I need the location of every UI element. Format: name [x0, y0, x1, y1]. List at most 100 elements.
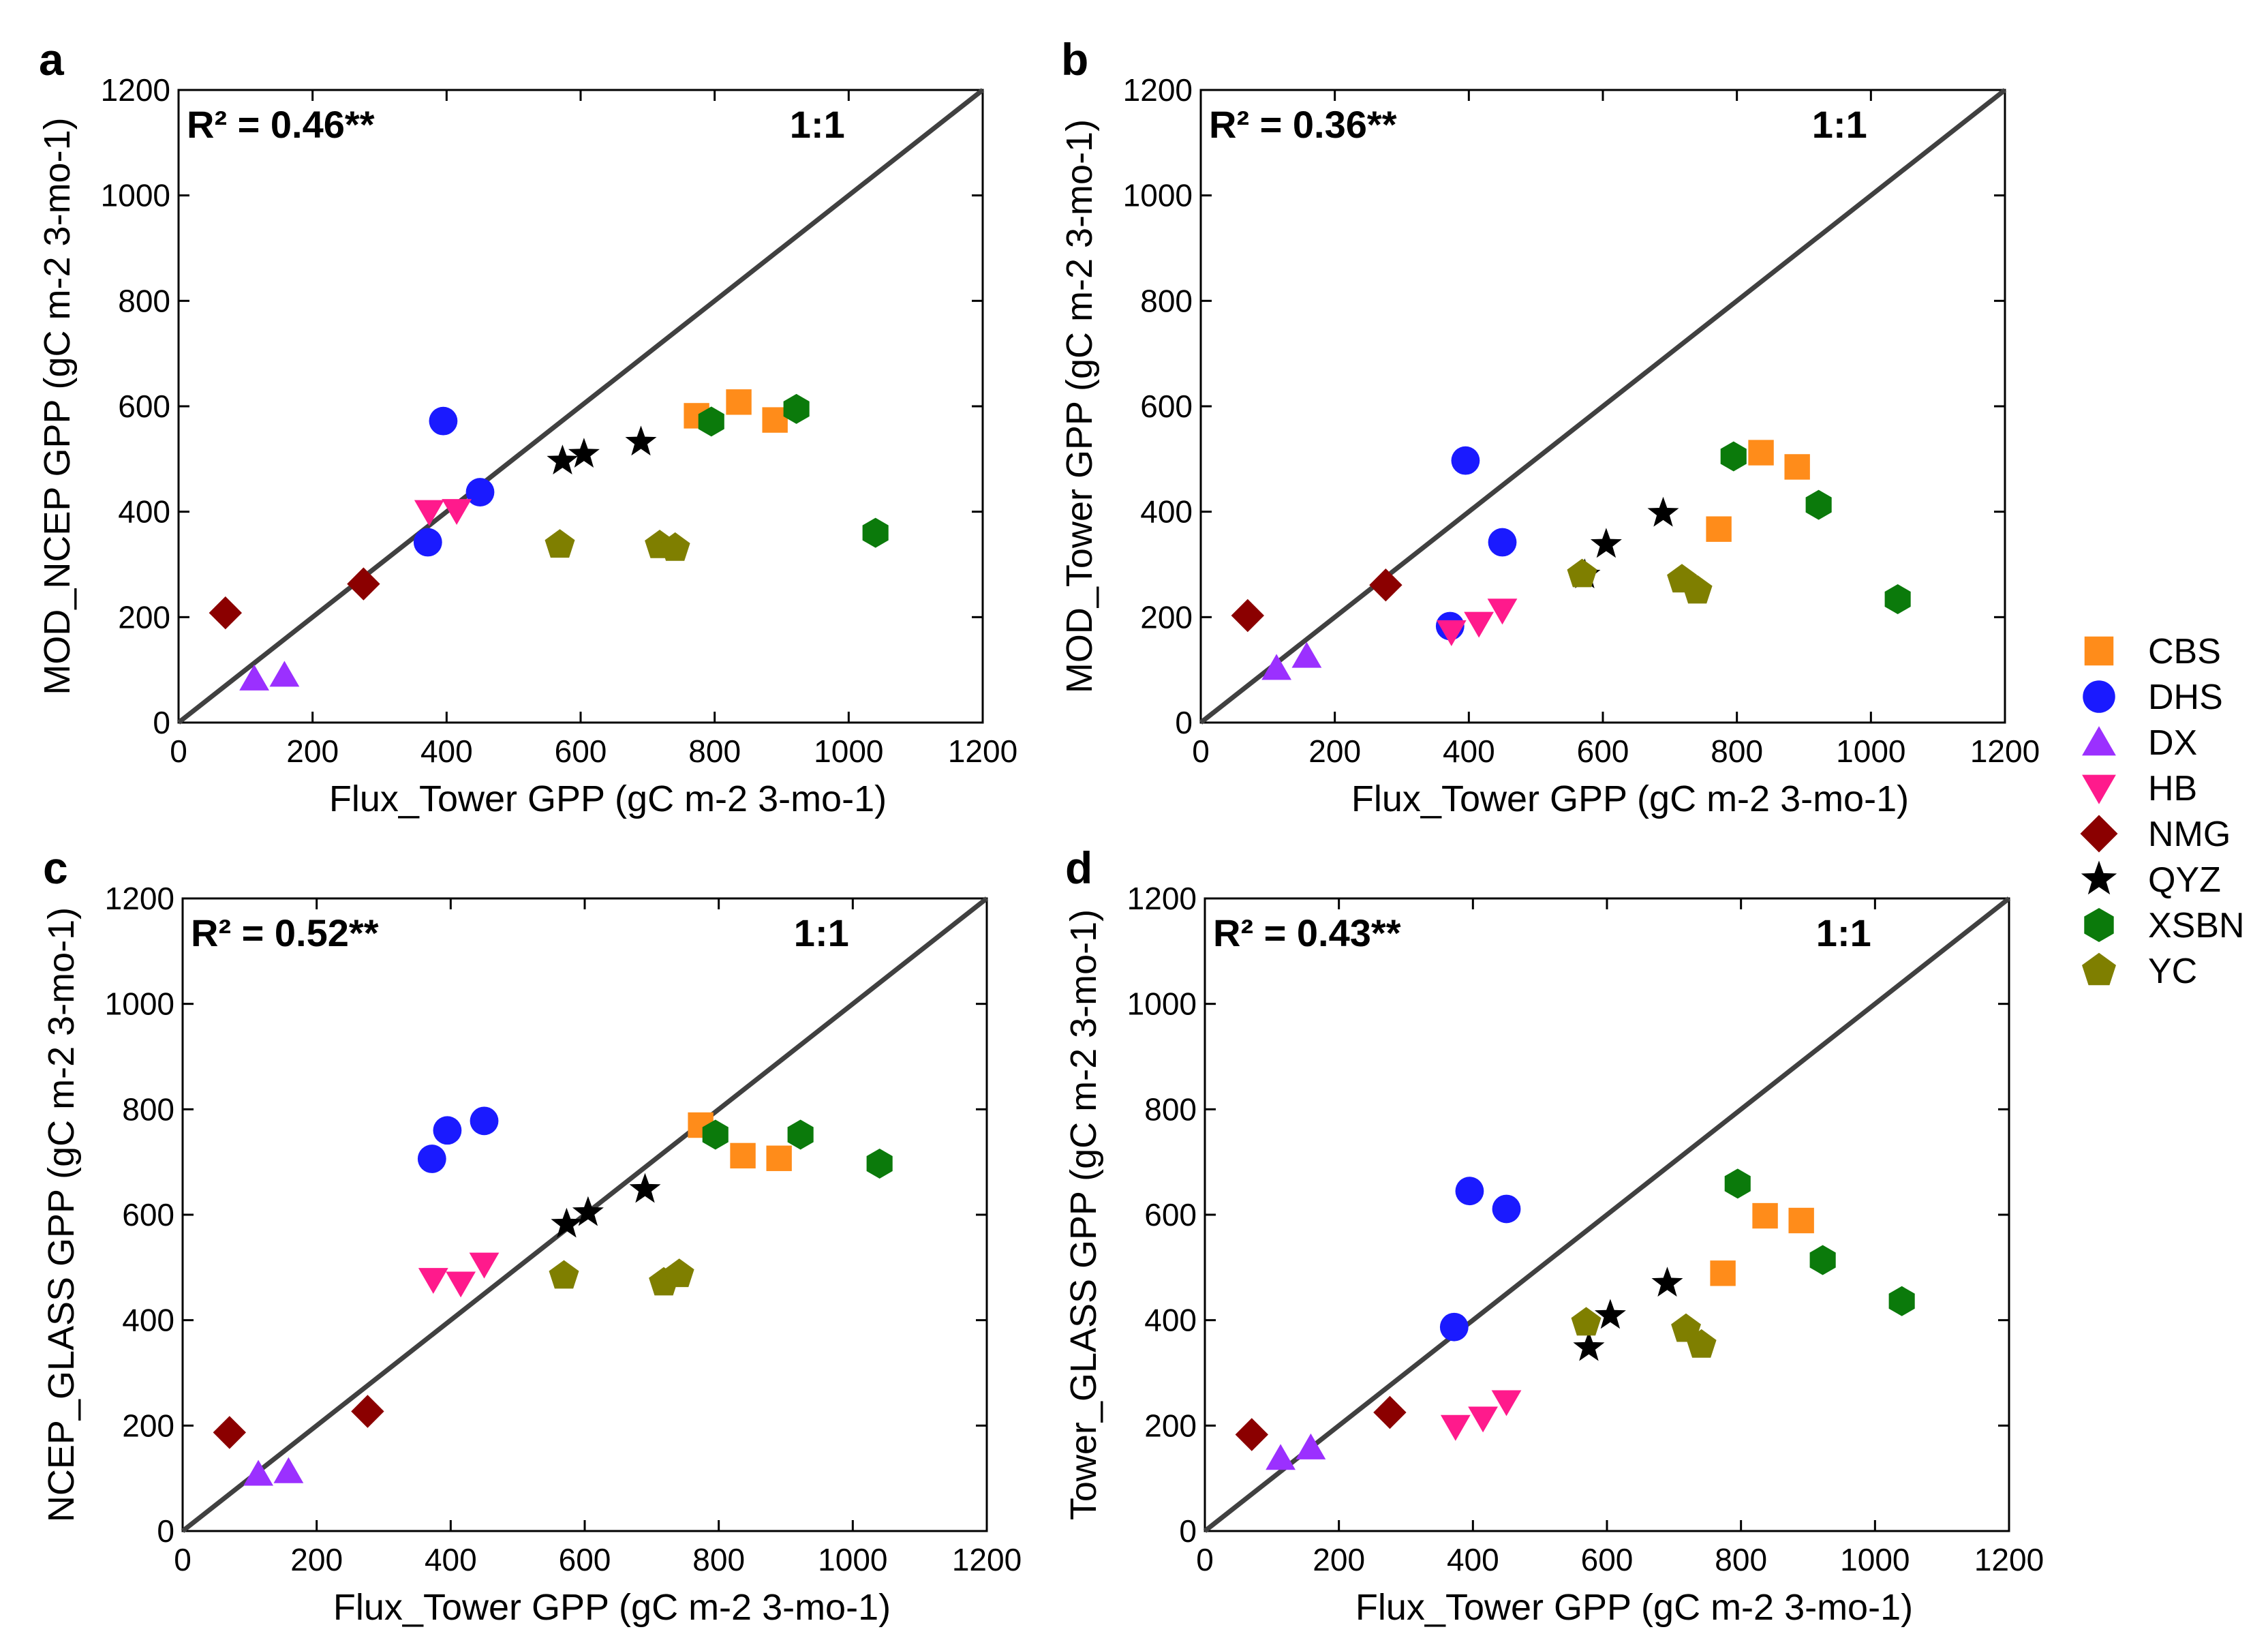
point-dx: [269, 661, 300, 687]
point-hb: [1440, 1414, 1471, 1441]
point-cbs: [1752, 1202, 1778, 1229]
legend-label: DX: [2148, 723, 2197, 763]
x-tick-label: 800: [1711, 733, 1763, 769]
point-cbs: [766, 1145, 792, 1171]
y-tick-label: 800: [1140, 283, 1193, 318]
point-hb: [1464, 611, 1494, 638]
point-hb: [1436, 620, 1467, 646]
point-xsbn: [1888, 1286, 1915, 1316]
point-hb: [414, 500, 444, 526]
point-dhs: [429, 406, 458, 436]
series-nmg: [209, 567, 380, 630]
point-nmg: [351, 1395, 384, 1428]
series-xsbn: [1720, 441, 1911, 614]
x-tick-label: 0: [174, 1542, 191, 1577]
ratio-label: 1:1: [794, 911, 849, 954]
point-nmg: [1369, 569, 1403, 602]
point-dx: [239, 664, 269, 691]
x-tick-label: 400: [420, 733, 473, 769]
y-tick-label: 800: [122, 1091, 174, 1127]
x-tick-label: 400: [1443, 733, 1495, 769]
point-qyz: [1594, 1299, 1626, 1329]
point-dhs: [413, 528, 442, 557]
point-hb: [1468, 1406, 1498, 1433]
r2-label: R² = 0.36**: [1209, 103, 1397, 146]
y-tick-label: 0: [1179, 1513, 1197, 1549]
x-tick-label: 0: [1192, 733, 1210, 769]
y-tick-label: 200: [122, 1408, 174, 1443]
r2-label: R² = 0.52**: [191, 911, 379, 954]
x-tick-label: 1200: [952, 1542, 1022, 1577]
series-hb: [418, 1252, 500, 1298]
point-yc: [1571, 1307, 1602, 1336]
y-tick-label: 0: [1175, 705, 1193, 740]
point-qyz: [1651, 1267, 1683, 1297]
point-xsbn: [1720, 441, 1747, 472]
legend-label: DHS: [2148, 678, 2223, 717]
series-nmg: [1231, 569, 1403, 633]
y-tick-label: 1000: [105, 986, 174, 1022]
point-xsbn: [1724, 1168, 1751, 1199]
series-dx: [1266, 1433, 1326, 1470]
series-dhs: [1439, 1177, 1521, 1342]
point-xsbn: [787, 1119, 814, 1150]
point-yc: [545, 529, 575, 558]
point-xsbn: [862, 517, 889, 548]
legend-marker-xsbn: [2084, 908, 2114, 942]
point-qyz: [1590, 528, 1622, 558]
series-dx: [1261, 641, 1322, 680]
r2-label: R² = 0.46**: [187, 103, 375, 146]
legend-item-hb: HB: [2082, 769, 2197, 808]
point-cbs: [1706, 516, 1732, 542]
point-qyz: [629, 1172, 661, 1203]
y-tick-label: 600: [1144, 1197, 1197, 1232]
series-qyz: [551, 1172, 661, 1238]
panel-a: 0 200 400 600 800 1000 1200 0 200 400 600 800 1000 12…: [37, 34, 1017, 819]
x-tick-label: 400: [1447, 1542, 1499, 1577]
series-qyz: [547, 425, 657, 474]
point-nmg: [1231, 599, 1264, 633]
y-tick-label: 600: [118, 389, 170, 424]
x-tick-label: 1000: [1836, 733, 1905, 769]
legend-item-dx: DX: [2082, 723, 2197, 763]
point-cbs: [1748, 440, 1774, 466]
x-tick-label: 800: [688, 733, 741, 769]
point-xsbn: [702, 1119, 729, 1150]
panel-letter: c: [43, 843, 68, 893]
y-axis-label: MOD_Tower GPP (gC m-2 3-mo-1): [1059, 119, 1100, 693]
point-dhs: [417, 1145, 446, 1173]
y-tick-label: 200: [1140, 599, 1193, 635]
y-axis-label: NCEP_GLASS GPP (gC m-2 3-mo-1): [41, 907, 82, 1522]
legend-marker-hb: [2082, 774, 2116, 804]
legend-label: QYZ: [2148, 860, 2221, 900]
y-tick-label: 0: [153, 705, 170, 740]
point-xsbn: [1809, 1245, 1836, 1275]
legend-item-nmg: NMG: [2080, 815, 2231, 854]
series-dhs: [417, 1106, 499, 1173]
x-tick-label: 200: [1313, 1542, 1365, 1577]
panel-letter: b: [1061, 34, 1088, 85]
one-to-one-line: [1203, 896, 2011, 1533]
panel-c: 0 200 400 600 800 1000 1200 0 200 400 600 800 1000 12…: [41, 843, 1022, 1628]
y-tick-label: 600: [122, 1197, 174, 1232]
legend-marker-dx: [2082, 726, 2116, 756]
x-tick-label: 400: [425, 1542, 477, 1577]
point-qyz: [551, 1207, 583, 1238]
legend-label: NMG: [2148, 815, 2231, 854]
point-hb: [469, 1252, 500, 1279]
series-yc: [1567, 558, 1713, 604]
y-tick-label: 200: [1144, 1408, 1197, 1443]
legend-label: CBS: [2148, 632, 2221, 671]
point-qyz: [625, 425, 657, 456]
series-dx: [243, 1457, 304, 1486]
point-dx: [1291, 641, 1322, 668]
x-tick-label: 600: [555, 733, 607, 769]
point-hb: [1491, 1390, 1522, 1417]
series-xsbn: [698, 393, 889, 548]
point-nmg: [1373, 1395, 1407, 1429]
point-hb: [446, 1271, 476, 1298]
x-axis-label: Flux_Tower GPP (gC m-2 3-mo-1): [1355, 1587, 1913, 1628]
point-qyz: [1647, 496, 1679, 527]
legend-item-cbs: CBS: [2084, 632, 2221, 671]
one-to-one-line: [1199, 88, 2007, 725]
